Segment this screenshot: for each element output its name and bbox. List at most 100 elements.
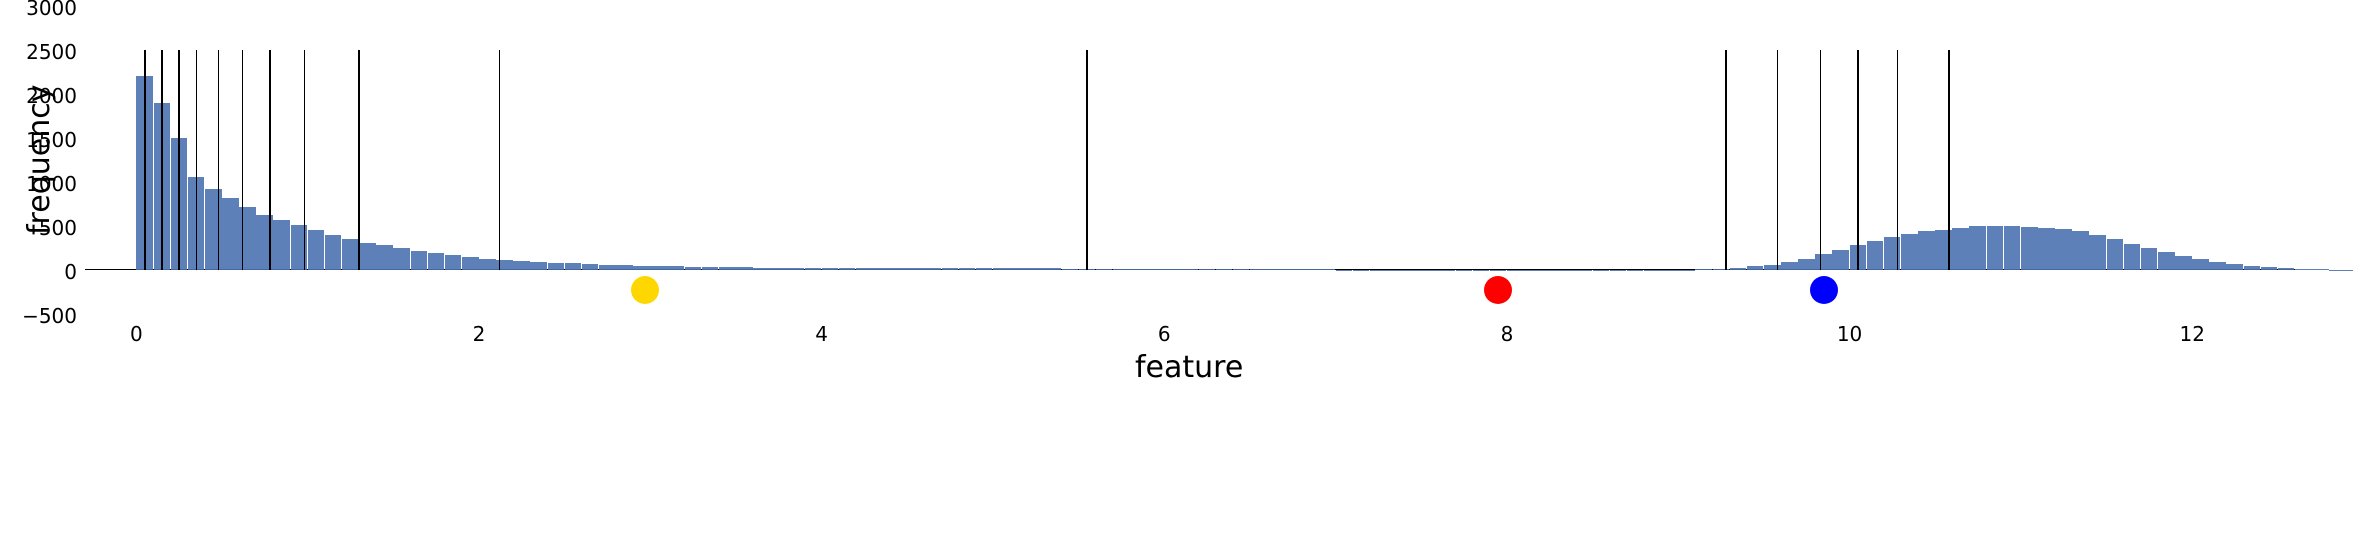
histogram-bar — [1781, 262, 1798, 270]
histogram-bar — [2021, 227, 2038, 270]
histogram-bar — [548, 263, 565, 270]
histogram-bar — [719, 267, 736, 270]
histogram-bar — [1832, 250, 1849, 270]
histogram-bar — [616, 265, 633, 270]
histogram-bar — [942, 268, 959, 270]
y-tick-label: 2000 — [26, 84, 77, 108]
x-tick-label: 6 — [1144, 322, 1184, 346]
quantile-vline — [269, 50, 271, 270]
histogram-bar — [342, 239, 359, 270]
y-tick-label: 0 — [64, 260, 77, 284]
y-tick-label: −500 — [22, 304, 77, 328]
histogram-bar — [753, 268, 770, 270]
histogram-bar — [599, 265, 616, 270]
histogram-bar — [1233, 269, 1250, 270]
quantile-vline — [1725, 50, 1727, 270]
histogram-bar — [1867, 241, 1884, 270]
histogram-bar — [222, 198, 239, 270]
histogram-bar — [2192, 259, 2209, 270]
histogram-bar — [530, 262, 547, 270]
histogram-bar — [633, 266, 650, 270]
plot-area — [85, 50, 2295, 270]
histogram-bar — [736, 267, 753, 270]
histogram-bar — [273, 220, 290, 270]
histogram-bar — [1969, 226, 1986, 270]
histogram-bar — [2278, 268, 2295, 270]
histogram-bar — [907, 268, 924, 270]
histogram-bar — [2141, 248, 2158, 270]
histogram-bar — [2312, 269, 2329, 270]
quantile-vline — [358, 50, 360, 270]
histogram-bar — [2089, 235, 2106, 270]
histogram-bar — [2055, 229, 2072, 270]
x-tick-label: 10 — [1830, 322, 1870, 346]
histogram-bar — [428, 253, 445, 270]
histogram-bar — [479, 259, 496, 270]
histogram-bar — [445, 255, 462, 270]
histogram-bar — [839, 268, 856, 270]
histogram-bar — [2004, 226, 2021, 270]
histogram-bar — [565, 263, 582, 270]
histogram-bar — [650, 266, 667, 270]
histogram-bar — [1918, 231, 1935, 270]
quantile-vline — [242, 50, 244, 270]
red-dot — [1484, 276, 1512, 304]
histogram-bar — [1250, 269, 1267, 270]
histogram-bar — [2209, 262, 2226, 270]
histogram-bar — [1027, 268, 1044, 270]
histogram-bar — [1747, 266, 1764, 270]
histogram-bar — [1096, 269, 1113, 270]
histogram-bar — [1284, 269, 1301, 270]
histogram-bar — [1730, 268, 1747, 270]
histogram-bar — [1164, 269, 1181, 270]
histogram-bar — [667, 266, 684, 270]
histogram-bar — [2244, 266, 2261, 270]
quantile-vline — [1897, 50, 1899, 270]
histogram-bar — [393, 248, 410, 270]
histogram-bar — [1216, 269, 1233, 270]
histogram-bar — [1062, 269, 1079, 270]
x-tick-label: 8 — [1487, 322, 1527, 346]
histogram-bar — [1199, 269, 1216, 270]
x-axis-label: feature — [1135, 350, 1243, 385]
x-tick-label: 2 — [459, 322, 499, 346]
histogram-bar — [1130, 269, 1147, 270]
y-tick-label: 3000 — [26, 0, 77, 20]
histogram-bar — [1798, 259, 1815, 270]
y-tick-label: 2500 — [26, 40, 77, 64]
histogram-bar — [685, 267, 702, 270]
histogram-bar — [959, 268, 976, 270]
quantile-vline — [161, 50, 163, 270]
histogram-bar — [924, 268, 941, 270]
histogram-bar — [2072, 231, 2089, 270]
histogram-bar — [993, 268, 1010, 270]
yellow-dot — [631, 276, 659, 304]
quantile-vline — [499, 50, 501, 270]
histogram-bar — [1267, 269, 1284, 270]
histogram-bar — [2226, 264, 2243, 270]
histogram-bar — [513, 261, 530, 270]
histogram-bar — [2295, 269, 2312, 270]
histogram-bar — [822, 268, 839, 270]
histogram-bar — [805, 268, 822, 270]
x-tick-label: 0 — [116, 322, 156, 346]
blue-dot — [1810, 276, 1838, 304]
histogram-bar — [856, 268, 873, 270]
histogram-bar — [582, 264, 599, 270]
quantile-vline — [218, 50, 220, 270]
quantile-vline — [178, 50, 180, 270]
histogram-bar — [411, 251, 428, 270]
histogram-bar — [2038, 228, 2055, 270]
histogram-bar — [1181, 269, 1198, 270]
histogram-bar — [770, 268, 787, 270]
histogram-bar — [462, 257, 479, 270]
histogram-bar — [1815, 254, 1832, 270]
histogram-bar — [1113, 269, 1130, 270]
histogram-bar — [1952, 228, 1969, 270]
histogram-bar — [1147, 269, 1164, 270]
histogram-bar — [890, 268, 907, 270]
histogram-bar — [1695, 269, 1712, 270]
histogram-bar — [308, 230, 325, 270]
histogram-bar — [1044, 268, 1061, 270]
quantile-vline — [144, 50, 146, 270]
